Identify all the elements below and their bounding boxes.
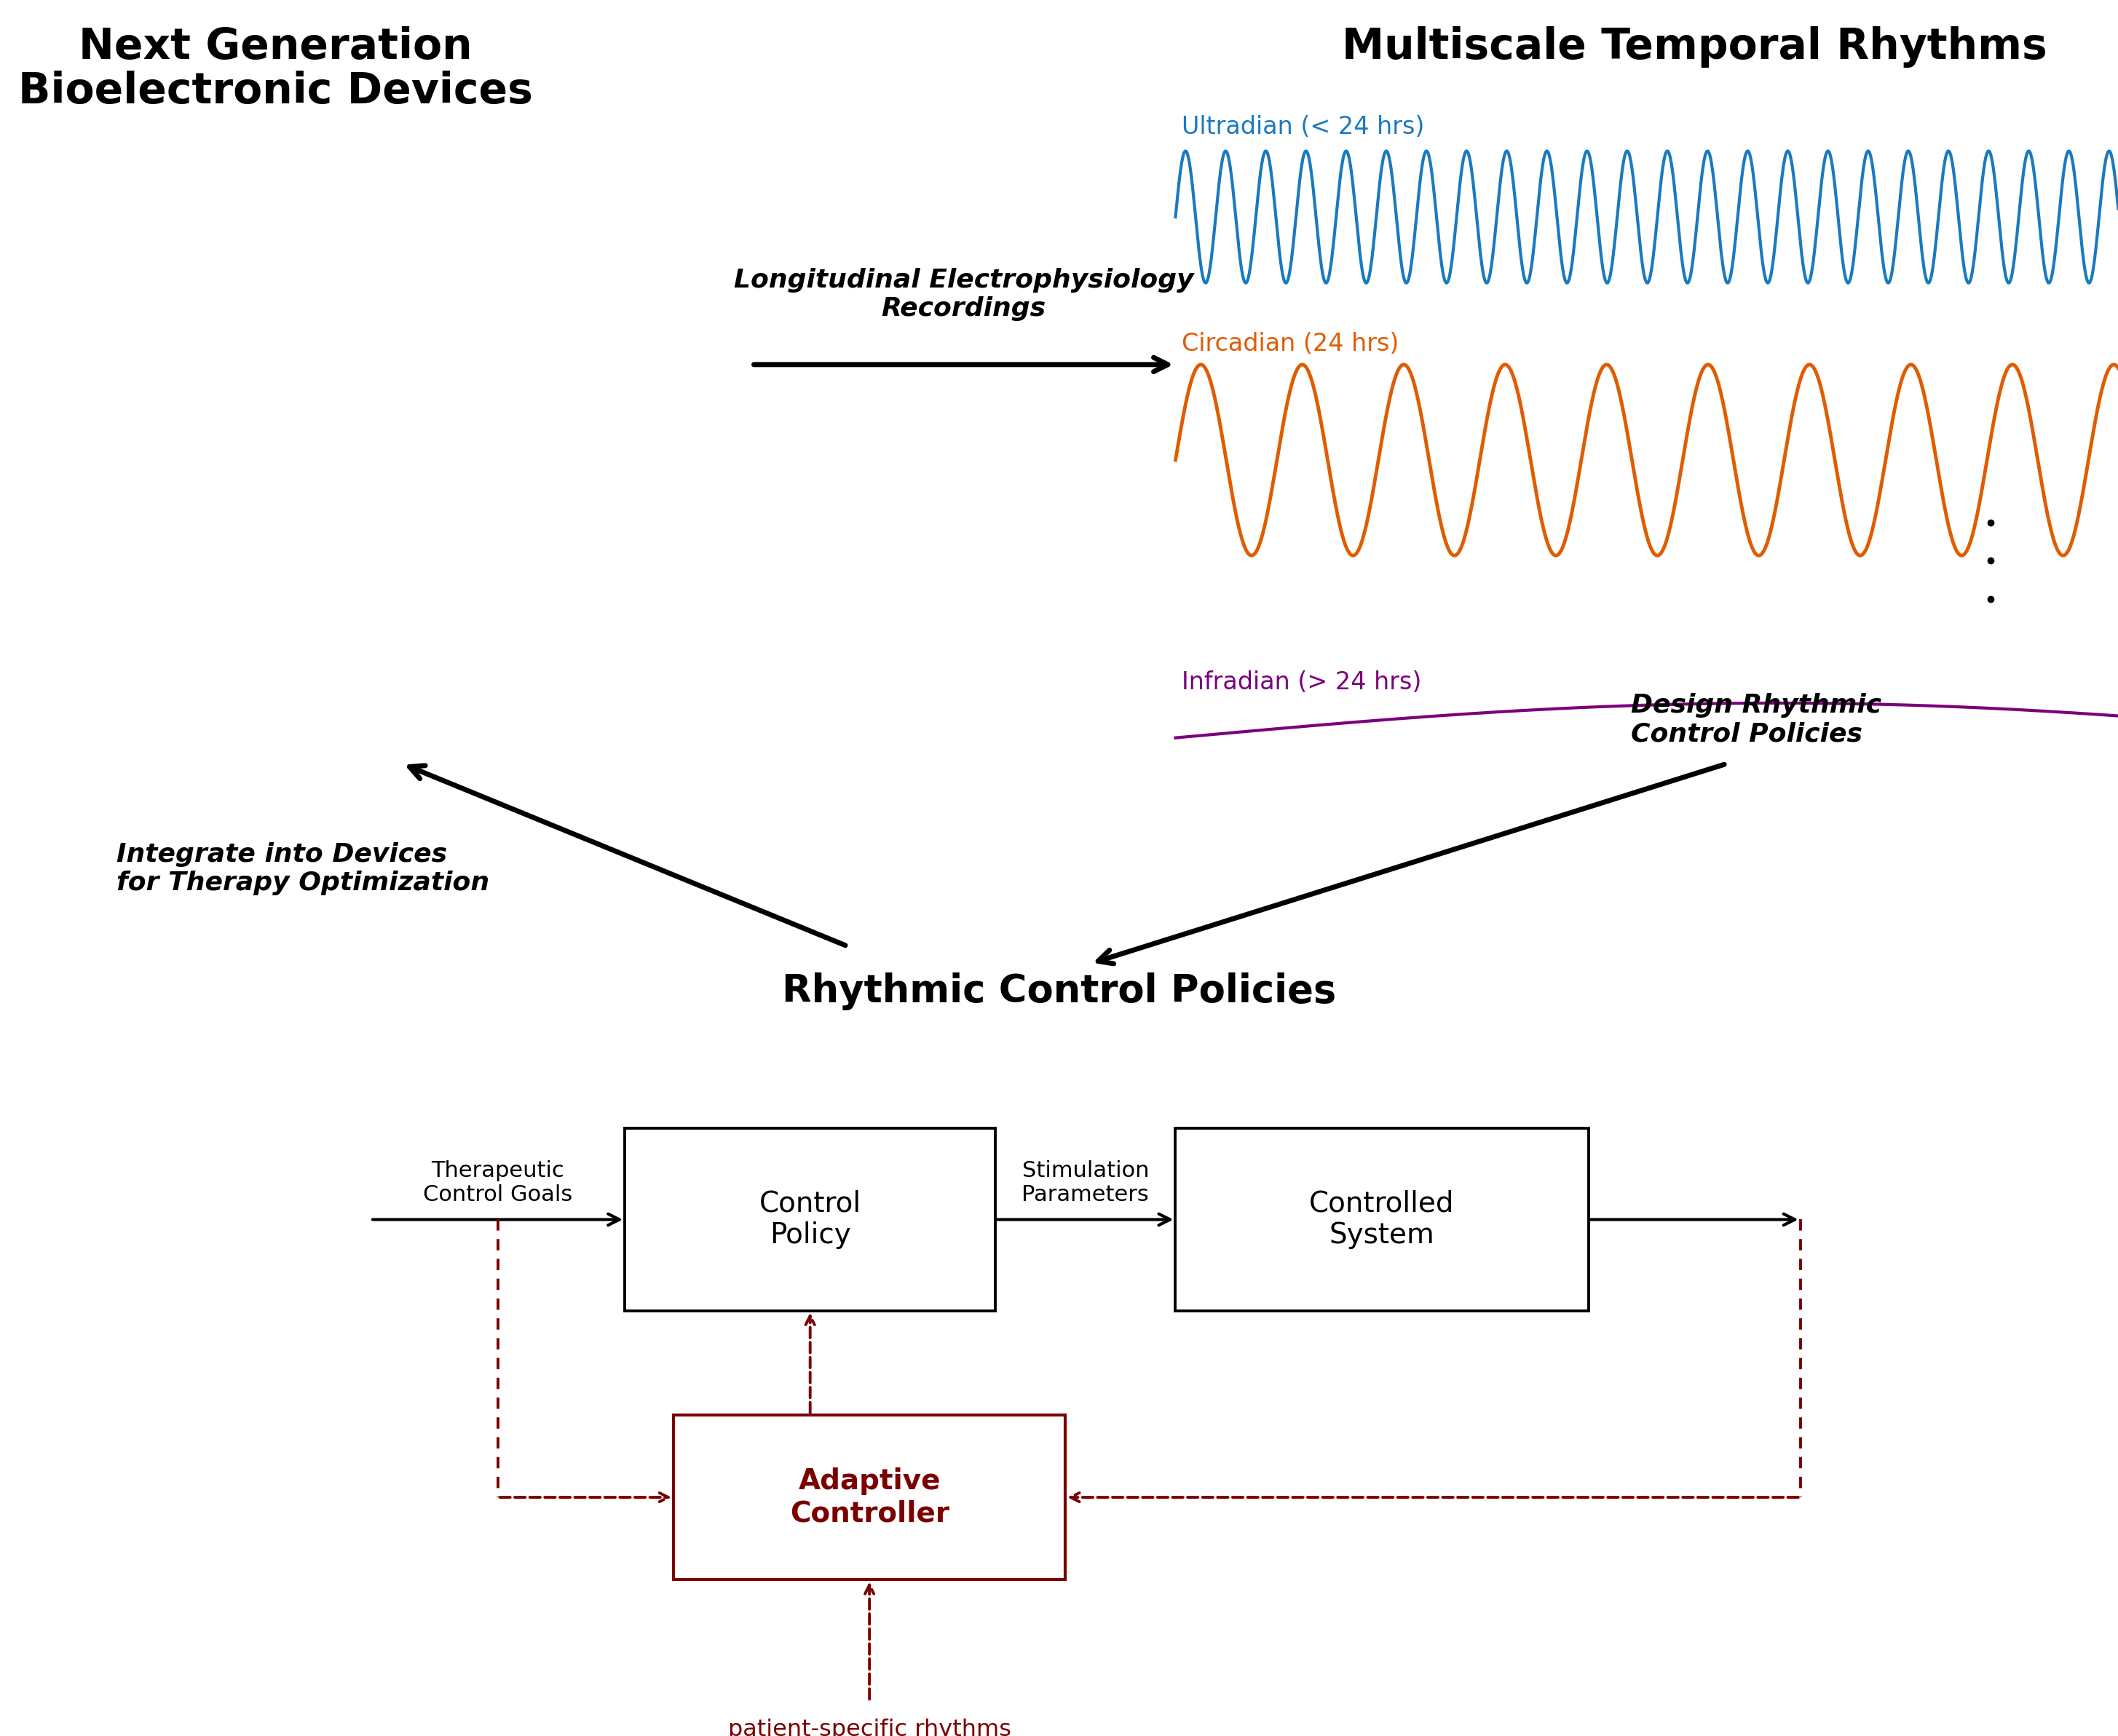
Text: Circadian (24 hrs): Circadian (24 hrs) [1182,332,1400,356]
Bar [1175,1128,1589,1311]
Text: Ultradian (< 24 hrs): Ultradian (< 24 hrs) [1182,115,1425,139]
Bar [674,1415,1065,1580]
Bar [625,1128,995,1311]
Text: Therapeutic
Control Goals: Therapeutic Control Goals [424,1160,572,1207]
Text: Next Generation
Bioelectronic Devices: Next Generation Bioelectronic Devices [19,26,532,113]
Text: Longitudinal Electrophysiology
Recordings: Longitudinal Electrophysiology Recording… [733,267,1195,321]
Text: Design Rhythmic
Control Policies: Design Rhythmic Control Policies [1631,693,1881,746]
Text: Control
Policy: Control Policy [758,1189,862,1250]
Text: Infradian (> 24 hrs): Infradian (> 24 hrs) [1182,670,1421,694]
Text: Multiscale Temporal Rhythms: Multiscale Temporal Rhythms [1341,26,2048,68]
Text: Stimulation
Parameters: Stimulation Parameters [1021,1160,1150,1207]
Text: Integrate into Devices
for Therapy Optimization: Integrate into Devices for Therapy Optim… [116,842,489,896]
Text: Controlled
System: Controlled System [1309,1189,1455,1250]
Text: Adaptive
Controller: Adaptive Controller [790,1467,949,1528]
Text: Rhythmic Control Policies: Rhythmic Control Policies [782,972,1336,1010]
Text: patient-specific rhythms: patient-specific rhythms [729,1719,1010,1736]
